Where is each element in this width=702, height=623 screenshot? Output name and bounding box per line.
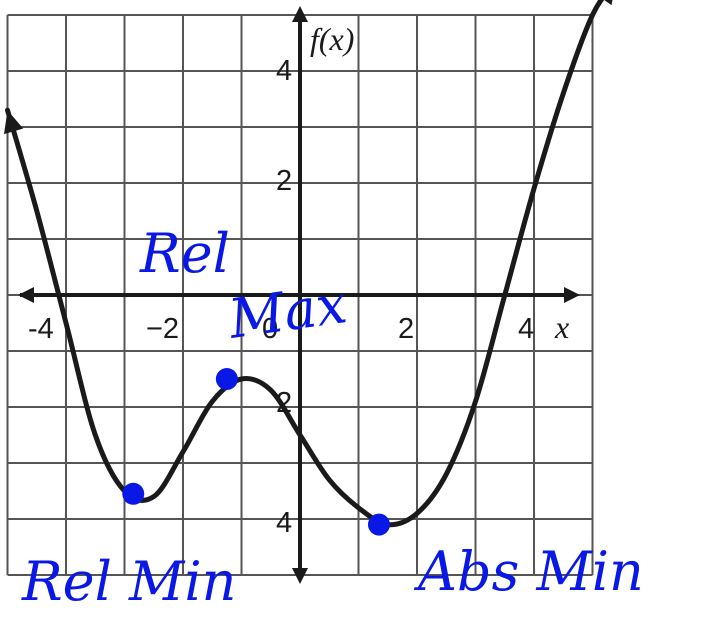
- x-tick-label-neg2: −2: [146, 313, 179, 345]
- x-tick-label-neg4: -4: [28, 313, 54, 345]
- y-axis-label: f(x): [310, 21, 354, 57]
- y-axis-arrow-up: [292, 6, 308, 22]
- point-layer: [122, 368, 390, 536]
- annotation-layer: Rel Max Rel Min Abs Min: [21, 222, 644, 613]
- x-tick-label-4: 4: [518, 313, 534, 345]
- curve-arrow-left: [4, 110, 24, 135]
- x-axis-arrow-left: [18, 287, 34, 303]
- axes: [18, 6, 580, 584]
- origin-label: 0: [262, 313, 278, 345]
- rel-max-point: [215, 368, 238, 390]
- y-tick-label-2: 2: [276, 165, 292, 197]
- rel-min-point: [122, 482, 145, 505]
- x-tick-label-2: 2: [398, 313, 414, 345]
- annotation-max: Max: [224, 272, 351, 351]
- annotation-rel: Rel: [139, 222, 230, 285]
- y-tick-label-neg4: 4: [276, 507, 292, 539]
- curve-arrow-right: [604, 0, 613, 6]
- x-axis-label: x: [554, 309, 569, 345]
- curve-layer: [4, 0, 613, 528]
- y-tick-label-4: 4: [276, 55, 292, 87]
- tick-labels: -4 −2 2 4 0 4 2 2 4 x f(x): [28, 21, 569, 539]
- function-curve: [5, 0, 605, 528]
- annotation-abs-min: Abs Min: [413, 540, 644, 603]
- abs-min-point: [367, 513, 390, 536]
- y-axis-arrow-down: [292, 568, 308, 584]
- annotation-rel-min: Rel Min: [21, 550, 236, 613]
- x-axis-arrow-right: [564, 287, 580, 303]
